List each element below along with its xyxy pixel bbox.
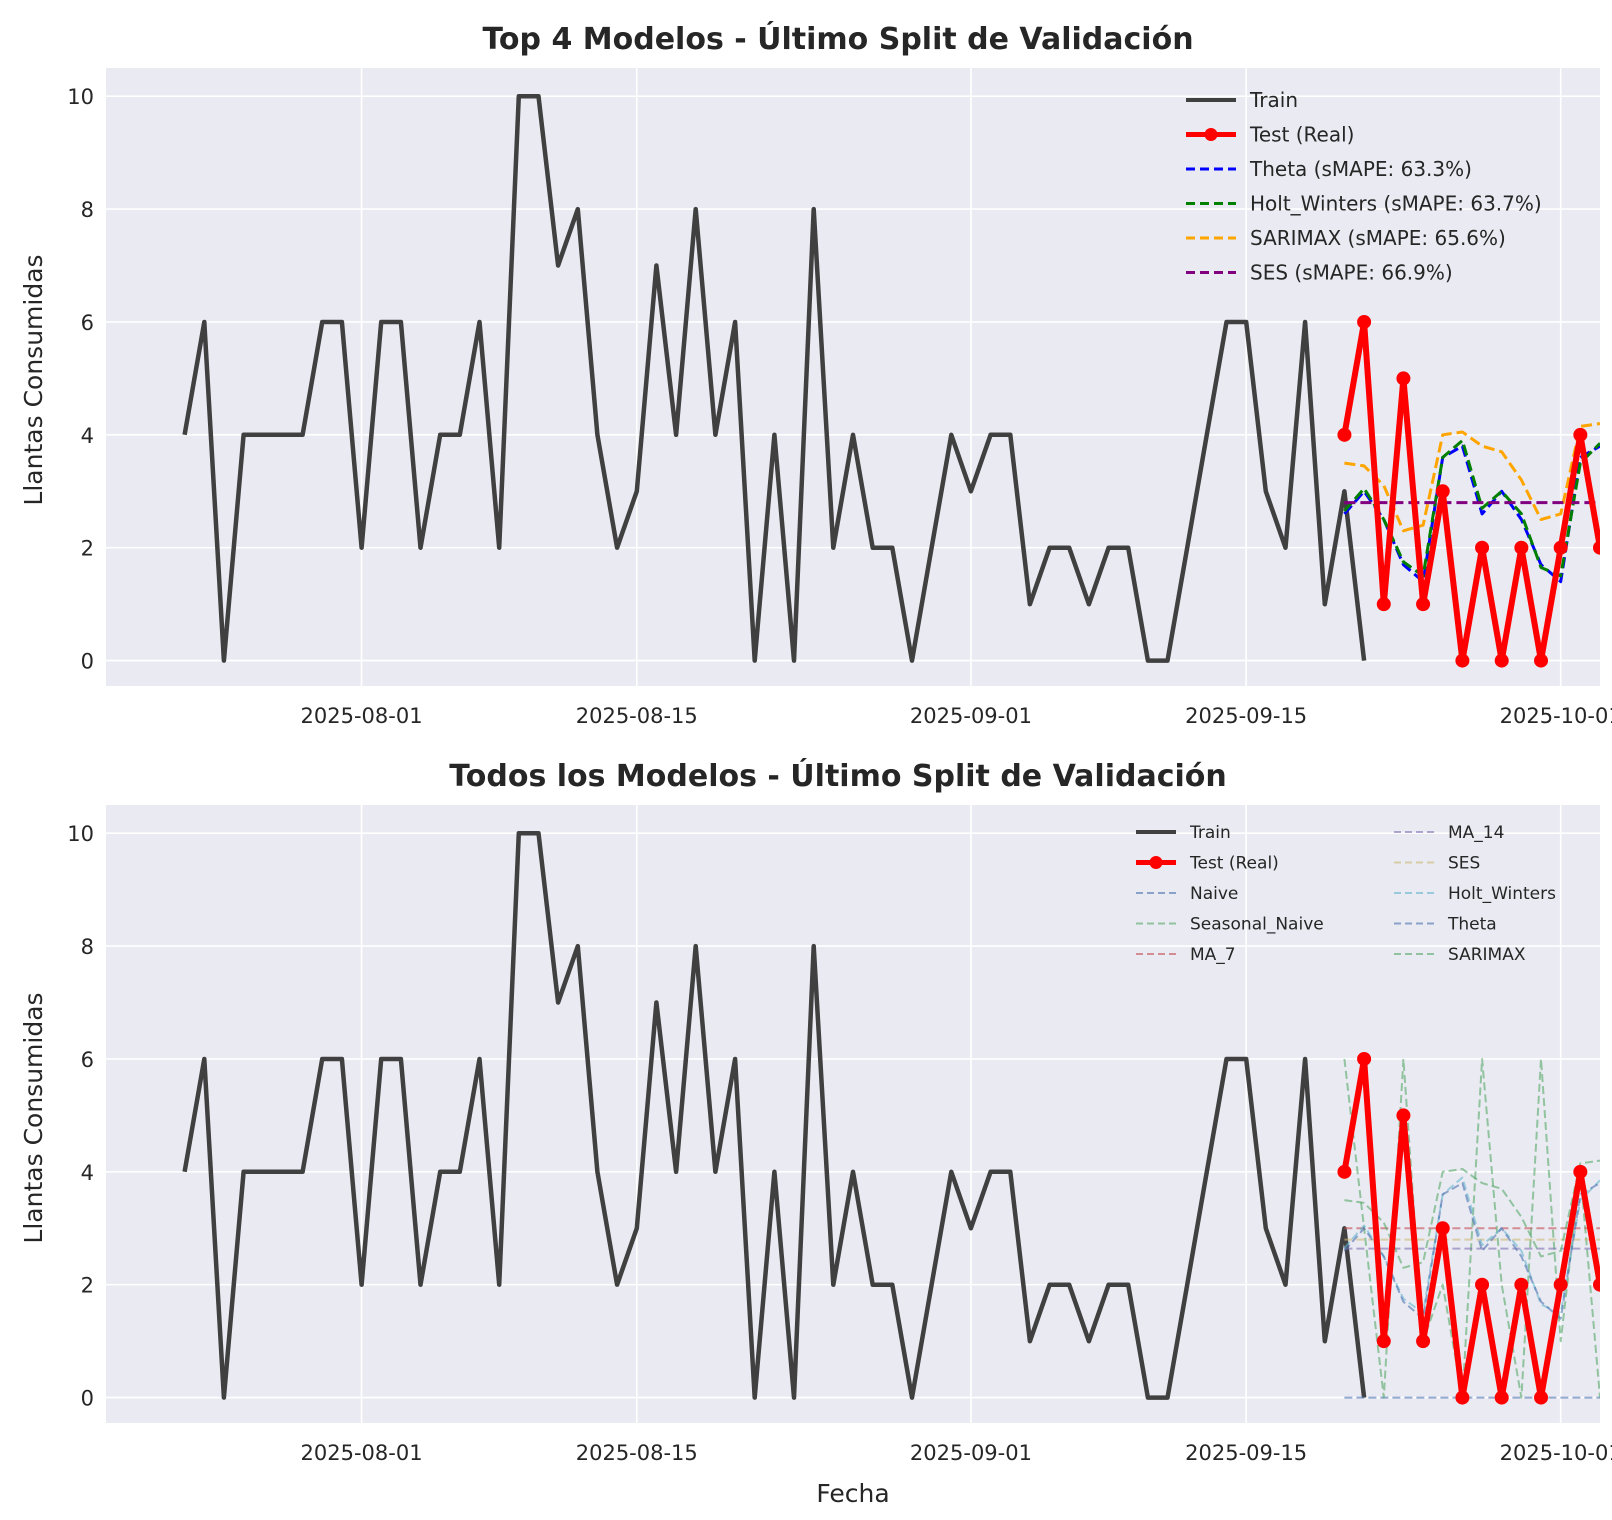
test-point [1455, 1390, 1470, 1405]
test-point [1534, 653, 1549, 668]
test-point [1357, 1051, 1372, 1066]
legend-marker [1204, 128, 1218, 141]
legend-label: SARIMAX (sMAPE: 65.6%) [1250, 226, 1506, 250]
test-point [1435, 1221, 1450, 1236]
test-point [1337, 427, 1352, 442]
test-point [1376, 1334, 1391, 1349]
y-tick-label: 8 [81, 198, 94, 222]
series-line-sarimax [1344, 422, 1600, 533]
legend-marker [1149, 856, 1163, 869]
test-point [1553, 1277, 1568, 1292]
top-models-chart: Top 4 Modelos - Último Split de Validaci… [19, 20, 1612, 728]
y-tick-label: 0 [81, 650, 94, 674]
x-tick-label: 2025-09-01 [910, 1441, 1032, 1465]
x-tick-label: 2025-08-15 [576, 704, 698, 728]
test-point [1455, 653, 1470, 668]
legend: Train Test (Real) Theta (sMAPE: 63.3%) Holt… [1186, 88, 1542, 285]
test-point [1396, 371, 1411, 386]
test-point [1475, 1277, 1490, 1292]
test-point [1357, 314, 1372, 329]
test-point [1396, 1108, 1411, 1123]
test-point [1494, 653, 1509, 668]
legend: Train Test (Real) Naive Seasonal_Naive MA_7 M… [1136, 823, 1556, 965]
y-tick-label: 2 [81, 537, 94, 561]
test-point [1435, 484, 1450, 499]
legend-label: Theta (sMAPE: 63.3%) [1249, 157, 1472, 181]
bottom-chart-title: Todos los Modelos - Último Split de Vali… [449, 757, 1226, 794]
series-line-train [182, 830, 1367, 1400]
legend-label: Holt_Winters (sMAPE: 63.7%) [1250, 192, 1542, 216]
test-point [1416, 597, 1431, 612]
x-tick-label: 2025-09-15 [1185, 704, 1307, 728]
bottom-chart-ylabel: Llantas Consumidas [19, 992, 48, 1243]
x-tick-label: 2025-10-01 [1500, 1441, 1612, 1465]
test-point [1475, 540, 1490, 555]
x-axis-label: Fecha [816, 1479, 889, 1508]
series-line-test [1341, 319, 1600, 664]
test-point [1593, 1277, 1600, 1292]
test-point [1573, 427, 1588, 442]
y-tick-label: 10 [67, 85, 94, 109]
legend-label: MA_7 [1190, 945, 1236, 965]
legend-label: Seasonal_Naive [1190, 915, 1324, 935]
legend-label: Train [1189, 823, 1231, 843]
series-line-test [1341, 1056, 1600, 1401]
test-point [1514, 1277, 1529, 1292]
y-tick-label: 4 [81, 424, 94, 448]
test-point [1573, 1164, 1588, 1179]
x-tick-label: 2025-10-01 [1500, 704, 1612, 728]
y-tick-label: 8 [81, 935, 94, 959]
y-tick-label: 2 [81, 1274, 94, 1298]
legend-label: Naive [1190, 884, 1238, 904]
all-models-chart: Todos los Modelos - Último Split de Vali… [19, 757, 1612, 1508]
legend-label: Holt_Winters [1448, 884, 1556, 904]
test-point [1593, 540, 1600, 555]
x-tick-label: 2025-08-15 [576, 1441, 698, 1465]
test-point [1416, 1334, 1431, 1349]
series-line-train [182, 93, 1367, 663]
x-tick-label: 2025-09-15 [1185, 1441, 1307, 1465]
y-tick-label: 0 [81, 1387, 94, 1411]
legend-label: SES (sMAPE: 66.9%) [1250, 261, 1453, 285]
legend-label: SARIMAX [1448, 945, 1526, 965]
top-chart-ylabel: Llantas Consumidas [19, 254, 48, 505]
test-point [1494, 1390, 1509, 1405]
y-tick-label: 4 [81, 1161, 94, 1185]
series-group [182, 830, 1600, 1405]
legend-label: Test (Real) [1249, 123, 1354, 147]
x-tick-label: 2025-08-01 [301, 704, 423, 728]
test-point [1376, 597, 1391, 612]
test-point [1534, 1390, 1549, 1405]
x-tick-label: 2025-09-01 [910, 704, 1032, 728]
legend-label: SES [1448, 854, 1480, 874]
y-tick-label: 6 [81, 311, 94, 335]
top-chart-title: Top 4 Modelos - Último Split de Validaci… [482, 20, 1193, 57]
series-group [182, 93, 1600, 668]
test-point [1553, 540, 1568, 555]
plot-area [106, 805, 1600, 1423]
series-line-sarimax [1344, 1159, 1600, 1269]
test-point [1514, 540, 1529, 555]
legend-label: Test (Real) [1189, 854, 1279, 874]
legend-label: Theta [1447, 915, 1497, 935]
x-tick-label: 2025-08-01 [301, 1441, 423, 1465]
y-tick-label: 6 [81, 1048, 94, 1072]
legend-label: Train [1249, 88, 1298, 112]
test-point [1337, 1164, 1352, 1179]
y-tick-label: 10 [67, 822, 94, 846]
legend-label: MA_14 [1448, 823, 1504, 843]
plot-area [106, 68, 1600, 686]
